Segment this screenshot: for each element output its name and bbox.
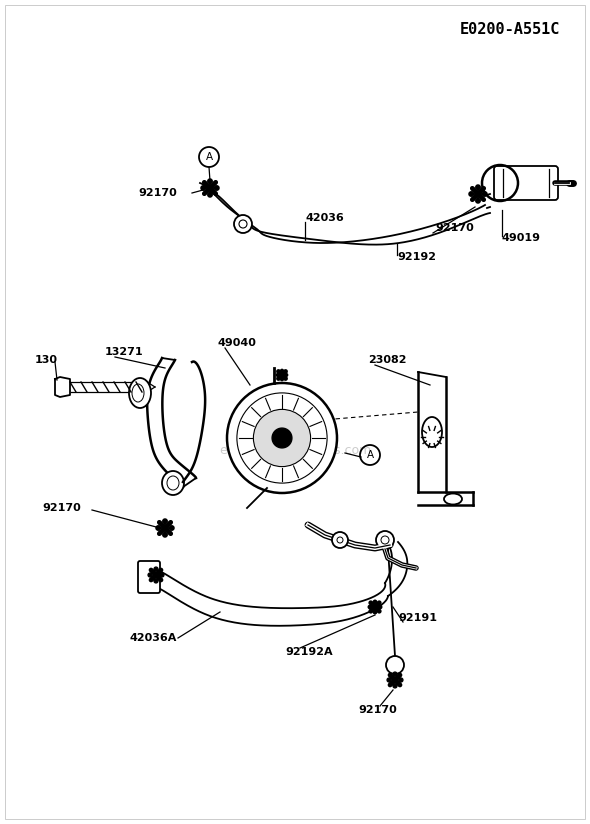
Ellipse shape <box>129 378 151 408</box>
Circle shape <box>332 532 348 548</box>
Circle shape <box>163 519 167 523</box>
Text: 13271: 13271 <box>105 347 143 357</box>
Circle shape <box>387 678 391 682</box>
Circle shape <box>208 193 212 197</box>
Circle shape <box>392 677 398 683</box>
Text: 92170: 92170 <box>42 503 81 513</box>
Circle shape <box>276 373 279 377</box>
Circle shape <box>169 526 174 530</box>
Circle shape <box>234 215 252 233</box>
Text: 130: 130 <box>35 355 58 365</box>
Circle shape <box>162 525 168 531</box>
Circle shape <box>386 656 404 674</box>
Circle shape <box>153 572 159 578</box>
Circle shape <box>373 611 376 614</box>
Circle shape <box>368 606 372 609</box>
Polygon shape <box>55 377 70 397</box>
Circle shape <box>207 185 213 191</box>
FancyBboxPatch shape <box>494 166 558 200</box>
Text: E0200-A551C: E0200-A551C <box>460 22 560 37</box>
Circle shape <box>373 600 376 603</box>
Text: 49040: 49040 <box>218 338 257 348</box>
Text: 92170: 92170 <box>435 223 474 233</box>
Circle shape <box>376 531 394 549</box>
Circle shape <box>399 678 403 682</box>
Circle shape <box>160 573 164 577</box>
Ellipse shape <box>162 471 184 495</box>
Ellipse shape <box>444 494 462 504</box>
Text: 92170: 92170 <box>358 705 396 715</box>
Circle shape <box>483 192 487 196</box>
Text: 92192A: 92192A <box>285 647 333 657</box>
Text: 92191: 92191 <box>398 613 437 623</box>
Circle shape <box>253 410 310 466</box>
Text: A: A <box>366 450 373 460</box>
Circle shape <box>393 672 397 676</box>
Circle shape <box>227 383 337 493</box>
Text: 49019: 49019 <box>502 233 541 243</box>
Circle shape <box>378 606 382 609</box>
Text: 92170: 92170 <box>138 188 177 198</box>
Circle shape <box>393 684 397 688</box>
FancyBboxPatch shape <box>138 561 160 593</box>
Circle shape <box>469 192 473 196</box>
Circle shape <box>163 532 167 537</box>
Circle shape <box>148 573 152 577</box>
Text: 42036A: 42036A <box>130 633 178 643</box>
Text: 42036: 42036 <box>305 213 344 223</box>
Circle shape <box>201 185 205 190</box>
Circle shape <box>280 373 284 377</box>
Circle shape <box>208 179 212 184</box>
Circle shape <box>154 579 158 583</box>
Ellipse shape <box>422 417 442 447</box>
Circle shape <box>156 526 160 530</box>
Circle shape <box>476 185 480 190</box>
Text: A: A <box>205 152 212 162</box>
Circle shape <box>272 428 292 448</box>
Circle shape <box>154 567 158 571</box>
Text: 92192: 92192 <box>397 252 436 262</box>
Circle shape <box>215 185 219 190</box>
Circle shape <box>281 378 283 381</box>
Circle shape <box>476 199 480 203</box>
Text: eReplacementParts.com: eReplacementParts.com <box>219 443 371 456</box>
Circle shape <box>281 369 283 372</box>
Circle shape <box>285 373 288 377</box>
Circle shape <box>373 605 378 610</box>
Circle shape <box>475 191 481 197</box>
Text: 23082: 23082 <box>368 355 407 365</box>
